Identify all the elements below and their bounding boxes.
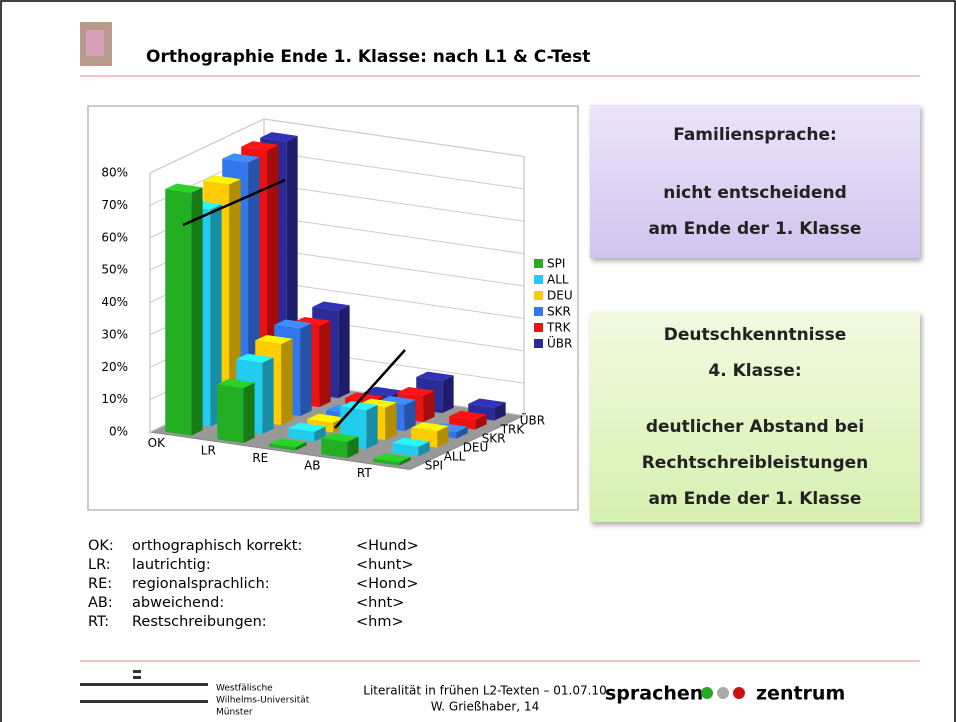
logo-text: zentrum (756, 683, 845, 705)
uni-logo-bar (80, 683, 208, 686)
logo-dot (717, 687, 729, 699)
definition-cell: RT: (88, 613, 132, 632)
y-tick-label: 10% (101, 392, 128, 406)
y-tick-label: 50% (101, 263, 128, 277)
photo-detail (86, 30, 104, 56)
x-tick-label: LR (201, 443, 216, 457)
legend-swatch (534, 339, 543, 348)
legend-swatch (534, 275, 543, 284)
box-line: Rechtschreibleistungen (642, 445, 869, 481)
slide-title: Orthographie Ende 1. Klasse: nach L1 & C… (146, 47, 590, 67)
definition-row: AB:abweichend:<hnt> (88, 594, 446, 613)
slide: Orthographie Ende 1. Klasse: nach L1 & C… (0, 0, 956, 722)
bar-side (300, 323, 311, 416)
box-line: Deutschkenntnisse (664, 317, 847, 353)
legend-label: ALL (547, 273, 569, 287)
definition-row: OK:orthographisch korrekt:<Hund> (88, 537, 446, 556)
depth-label: ÜBR (520, 411, 545, 427)
definitions: OK:orthographisch korrekt:<Hund>LR:lautr… (88, 537, 446, 632)
y-tick-label: 80% (101, 166, 128, 180)
y-tick-label: 20% (101, 360, 128, 374)
definition-cell: Restschreibungen: (132, 613, 356, 632)
uni-logo-mark (133, 670, 141, 673)
y-tick-label: 0% (109, 425, 128, 439)
definition-row: LR:lautrichtig:<hunt> (88, 556, 446, 575)
university-name: Münster (216, 708, 253, 718)
bar-side (191, 187, 202, 435)
box-line: nicht entscheidend (663, 175, 847, 211)
x-tick-label: RT (357, 466, 372, 480)
university-name: Wilhelms-Universität (216, 696, 310, 706)
bar-side (366, 405, 377, 449)
uni-logo-bar (80, 700, 208, 703)
bar-side (385, 402, 396, 440)
definition-cell: abweichend: (132, 594, 356, 613)
university-name: Westfälische (216, 684, 273, 694)
box-line: Familiensprache: (673, 117, 837, 153)
y-tick-label: 60% (101, 230, 128, 244)
bar (165, 189, 191, 436)
uni-logo-mark (133, 676, 141, 679)
logo-dot (733, 687, 745, 699)
depth-label: SPI (425, 458, 443, 472)
legend-label: DEU (547, 289, 573, 303)
legend-label: SKR (547, 305, 571, 319)
legend-label: TRK (546, 321, 572, 335)
definition-cell: orthographisch korrekt: (132, 537, 356, 556)
definition-row: RT:Restschreibungen:<hm> (88, 613, 446, 632)
definition-cell: <hnt> (356, 594, 446, 613)
definition-cell: <Hund> (356, 537, 446, 556)
definition-cell: AB: (88, 594, 132, 613)
definition-cell: OK: (88, 537, 132, 556)
box-line: am Ende der 1. Klasse (649, 481, 862, 517)
definition-cell: regionalsprachlich: (132, 575, 356, 594)
definition-cell: LR: (88, 556, 132, 575)
bar-side (281, 339, 292, 425)
bar-side (423, 391, 434, 422)
bar-side (442, 375, 453, 413)
footer-author: W. Grießhaber, 14 (431, 700, 539, 714)
info-box: Deutschkenntnisse 4. Klasse: deutlicher … (590, 312, 920, 522)
legend-swatch (534, 307, 543, 316)
x-tick-label: OK (148, 436, 166, 450)
y-tick-label: 30% (101, 327, 128, 341)
definition-cell: <hm> (356, 613, 446, 632)
box-line: 4. Klasse: (708, 353, 801, 389)
info-box: Familiensprache: nicht entscheidend am E… (590, 105, 920, 258)
bar-side (262, 357, 273, 434)
definition-cell: RE: (88, 575, 132, 594)
logo-dot (701, 687, 713, 699)
bar (217, 384, 243, 443)
y-tick-label: 70% (101, 198, 128, 212)
y-tick-label: 40% (101, 295, 128, 309)
x-tick-label: AB (304, 458, 320, 472)
legend-swatch (534, 323, 543, 332)
legend-swatch (534, 291, 543, 300)
x-tick-label: RE (252, 451, 268, 465)
definition-row: RE:regionalsprachlich:<Hond> (88, 575, 446, 594)
bar-side (338, 305, 349, 398)
logo-text: sprachen (605, 683, 703, 705)
definition-cell: <hunt> (356, 556, 446, 575)
bar-side (319, 321, 330, 407)
box-line: am Ende der 1. Klasse (649, 211, 862, 247)
legend-label: ÜBR (547, 335, 572, 351)
legend-swatch (534, 259, 543, 268)
definition-cell: lautrichtig: (132, 556, 356, 575)
legend-label: SPI (547, 257, 565, 271)
box-line: deutlicher Abstand bei (646, 409, 864, 445)
footer-event: Literalität in frühen L2-Texten – 01.07.… (363, 684, 606, 698)
definition-cell: <Hond> (356, 575, 446, 594)
bar-side (243, 383, 254, 443)
